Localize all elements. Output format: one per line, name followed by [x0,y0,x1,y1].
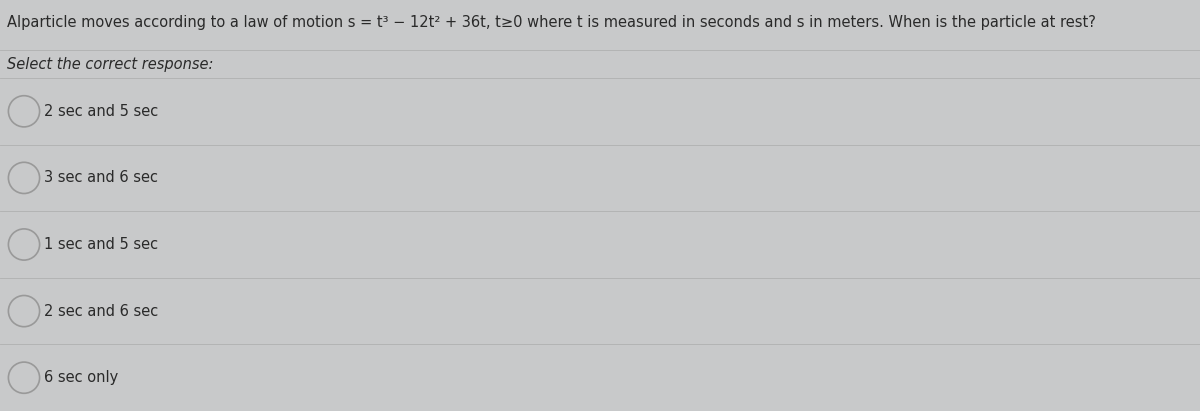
Text: 1 sec and 5 sec: 1 sec and 5 sec [44,237,158,252]
Text: 2 sec and 5 sec: 2 sec and 5 sec [44,104,158,119]
Text: Select the correct response:: Select the correct response: [7,56,214,72]
Text: 3 sec and 6 sec: 3 sec and 6 sec [44,171,158,185]
Text: Alparticle moves according to a law of motion s = t³ − 12t² + 36t, t≥0 where t i: Alparticle moves according to a law of m… [7,15,1096,30]
Text: 2 sec and 6 sec: 2 sec and 6 sec [44,304,158,319]
Text: 6 sec only: 6 sec only [44,370,119,385]
